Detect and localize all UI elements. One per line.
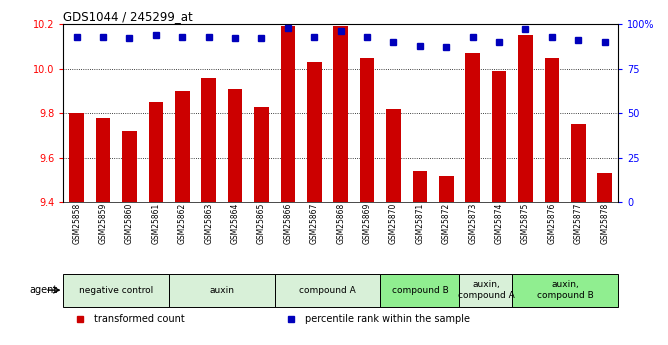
Text: GSM25872: GSM25872 — [442, 202, 451, 244]
Text: GSM25858: GSM25858 — [72, 202, 81, 244]
Bar — [360, 58, 374, 202]
Bar — [96, 118, 110, 202]
Bar — [63, 274, 169, 307]
Text: GSM25868: GSM25868 — [336, 202, 345, 244]
Text: percentile rank within the sample: percentile rank within the sample — [305, 314, 470, 324]
Bar — [122, 131, 137, 202]
Bar — [255, 107, 269, 202]
Text: auxin,
compound B: auxin, compound B — [536, 280, 593, 300]
Text: transformed count: transformed count — [94, 314, 185, 324]
Bar — [597, 173, 612, 202]
Bar — [512, 274, 618, 307]
Text: GSM25864: GSM25864 — [230, 202, 240, 244]
Bar — [333, 26, 348, 202]
Text: GSM25861: GSM25861 — [152, 202, 160, 244]
Bar — [275, 274, 380, 307]
Bar — [413, 171, 427, 202]
Bar — [175, 91, 190, 202]
Text: GSM25877: GSM25877 — [574, 202, 582, 244]
Text: GSM25860: GSM25860 — [125, 202, 134, 244]
Text: compound B: compound B — [391, 286, 448, 295]
Text: GSM25869: GSM25869 — [363, 202, 371, 244]
Text: compound A: compound A — [299, 286, 356, 295]
Text: agent: agent — [29, 285, 57, 295]
Text: GSM25876: GSM25876 — [547, 202, 556, 244]
Bar — [307, 62, 321, 202]
Text: GSM25865: GSM25865 — [257, 202, 266, 244]
Text: GSM25862: GSM25862 — [178, 202, 187, 244]
Bar — [69, 113, 84, 202]
Bar — [386, 109, 401, 202]
Text: auxin: auxin — [209, 286, 234, 295]
Text: GSM25863: GSM25863 — [204, 202, 213, 244]
Text: GSM25873: GSM25873 — [468, 202, 477, 244]
Bar — [228, 89, 242, 202]
Bar — [439, 176, 454, 202]
Bar — [148, 102, 163, 202]
Bar — [281, 26, 295, 202]
Bar — [169, 274, 275, 307]
Bar — [518, 35, 533, 202]
Bar — [492, 71, 506, 202]
Bar — [460, 274, 512, 307]
Text: auxin,
compound A: auxin, compound A — [458, 280, 514, 300]
Text: GSM25878: GSM25878 — [601, 202, 609, 244]
Text: GSM25866: GSM25866 — [283, 202, 293, 244]
Bar — [466, 53, 480, 202]
Bar — [544, 58, 559, 202]
Text: GSM25867: GSM25867 — [310, 202, 319, 244]
Text: GSM25875: GSM25875 — [521, 202, 530, 244]
Text: negative control: negative control — [79, 286, 154, 295]
Text: GDS1044 / 245299_at: GDS1044 / 245299_at — [63, 10, 193, 23]
Text: GSM25870: GSM25870 — [389, 202, 398, 244]
Bar — [380, 274, 460, 307]
Text: GSM25874: GSM25874 — [494, 202, 504, 244]
Bar — [202, 78, 216, 202]
Bar — [571, 124, 586, 202]
Text: GSM25859: GSM25859 — [99, 202, 108, 244]
Text: GSM25871: GSM25871 — [415, 202, 424, 244]
